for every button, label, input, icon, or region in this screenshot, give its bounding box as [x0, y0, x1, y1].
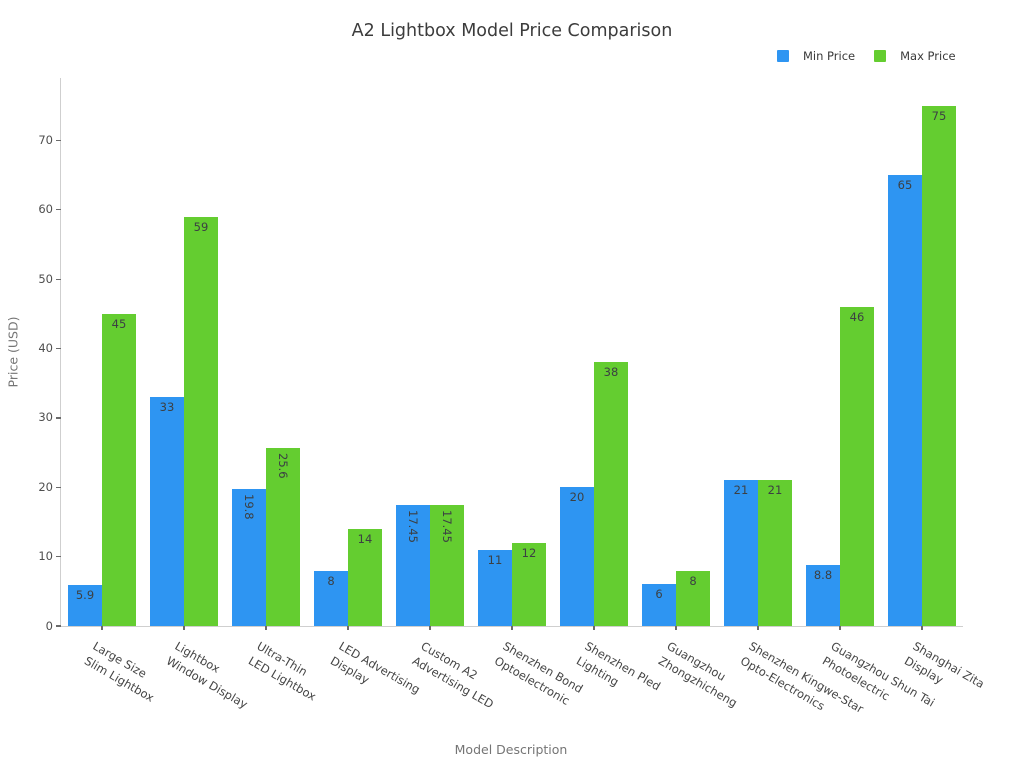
- x-tick-label: Shenzhen Pled Lighting: [573, 638, 663, 709]
- bar-max-price: [840, 306, 874, 626]
- y-tick-mark: [56, 347, 61, 350]
- x-tick-label: Shenzhen Bond Optoelectronic: [491, 638, 585, 712]
- y-tick-label: 30: [38, 410, 53, 425]
- x-tick-mark: [593, 626, 595, 630]
- legend-label-min-price: Min Price: [803, 49, 856, 63]
- bar-value-label: 17.45: [430, 510, 464, 543]
- y-tick-label: 20: [38, 479, 53, 494]
- bar-value-text: 25.6: [276, 453, 290, 480]
- bar-max-price: [758, 480, 792, 626]
- bar-value-label: 38: [603, 365, 619, 380]
- y-tick-label: 50: [38, 271, 53, 286]
- bar-max-price: [594, 362, 628, 626]
- legend-item-max-price: Max Price: [874, 49, 956, 63]
- y-tick-label: 60: [38, 202, 53, 217]
- bar-value-label: 5.9: [75, 588, 95, 603]
- bar-min-price: [232, 488, 266, 626]
- bar-min-price: [314, 570, 348, 626]
- x-tick-mark: [265, 626, 267, 630]
- chart-title: A2 Lightbox Model Price Comparison: [351, 21, 673, 41]
- min-price-swatch-icon: [777, 50, 789, 62]
- bar-max-price: [102, 313, 136, 626]
- bar-value-label: 59: [193, 219, 209, 234]
- bar-max-price: [348, 528, 382, 626]
- x-tick-label: LED Advertising Display: [327, 638, 423, 713]
- x-tick-mark: [429, 626, 431, 630]
- plot-area: 0 10 20 30 40 50 60 70 5.9 45 Large Size Slim Light…: [38, 78, 987, 716]
- bar-min-price: [478, 549, 512, 626]
- bar-min-price: [724, 480, 758, 626]
- bar-value-label: 21: [767, 483, 783, 498]
- x-tick-mark: [183, 626, 185, 630]
- x-tick-mark: [675, 626, 677, 630]
- bar-max-price: [512, 542, 546, 626]
- bar-value-label: 8: [689, 573, 697, 588]
- x-tick-mark: [511, 626, 513, 630]
- bar-min-price: [150, 397, 184, 626]
- legend: Min Price Max Price: [777, 49, 956, 63]
- bar-value-label: 8.8: [813, 567, 833, 582]
- bar-value-label: 45: [111, 316, 127, 331]
- bar-min-price: [642, 584, 676, 626]
- bar-value-label: 33: [159, 400, 175, 415]
- bar-value-label: 17.45: [396, 510, 430, 543]
- y-tick-mark: [56, 556, 61, 558]
- y-axis-title: Price (USD): [5, 316, 21, 388]
- bar-min-price: [888, 175, 922, 626]
- bar-value-label: 20: [569, 490, 585, 505]
- x-tick-label: Large Size Slim Lightbox: [81, 638, 165, 706]
- bar-value-label: 75: [931, 108, 947, 123]
- x-tick-label: Lightbox Window Display: [163, 638, 259, 713]
- y-tick-mark: [56, 486, 61, 488]
- x-tick-mark: [347, 626, 349, 630]
- bar-value-label: 11: [487, 552, 503, 567]
- y-tick-label: 70: [38, 132, 53, 147]
- bar-value-text: 17.45: [440, 509, 454, 543]
- x-axis-title: Model Description: [454, 742, 568, 757]
- bar-value-label: 65: [897, 178, 913, 193]
- y-tick-label: 40: [38, 341, 53, 356]
- bar-value-label: 8: [327, 573, 335, 588]
- bar-min-price: [68, 585, 102, 626]
- bar-value-label: 12: [521, 545, 537, 560]
- y-tick-label: 0: [45, 618, 53, 633]
- legend-item-min-price: Min Price: [777, 49, 855, 63]
- bar-value-label: 14: [357, 531, 373, 546]
- max-price-swatch-icon: [874, 50, 887, 62]
- y-tick-mark: [56, 417, 61, 419]
- bar-max-price: [430, 504, 464, 626]
- x-tick-mark: [839, 626, 841, 630]
- y-tick-label: 10: [38, 549, 53, 564]
- x-tick-label: Guangzhou Zhongzhicheng: [655, 638, 748, 711]
- x-tick-mark: [921, 626, 923, 630]
- bar-max-price: [184, 216, 218, 626]
- bar-value-label: 6: [655, 587, 663, 602]
- bar-value-text: 19.8: [242, 493, 256, 520]
- bar-value-label: 25.6: [266, 453, 300, 479]
- y-tick-mark: [56, 625, 61, 627]
- bar-min-price: [560, 487, 594, 626]
- bar-max-price: [266, 448, 300, 626]
- x-tick-label: Ultra-Thin LED Lightbox: [245, 638, 327, 705]
- x-tick-label: Custom A2 Advertising LED: [409, 638, 505, 713]
- y-tick-mark: [56, 139, 61, 142]
- bar-value-text: 17.45: [406, 509, 420, 543]
- bar-value-label: 46: [849, 309, 865, 324]
- bar-max-price: [922, 105, 956, 626]
- y-tick-mark: [56, 278, 61, 280]
- x-tick-mark: [101, 626, 103, 630]
- bar-min-price: [806, 564, 840, 626]
- legend-label-max-price: Max Price: [900, 49, 956, 63]
- bar-min-price: [396, 504, 430, 626]
- y-tick-mark: [56, 209, 61, 211]
- bar-value-label: 21: [733, 483, 749, 498]
- bar-value-label: 19.8: [232, 494, 266, 520]
- x-tick-mark: [757, 626, 759, 630]
- bar-max-price: [676, 570, 710, 626]
